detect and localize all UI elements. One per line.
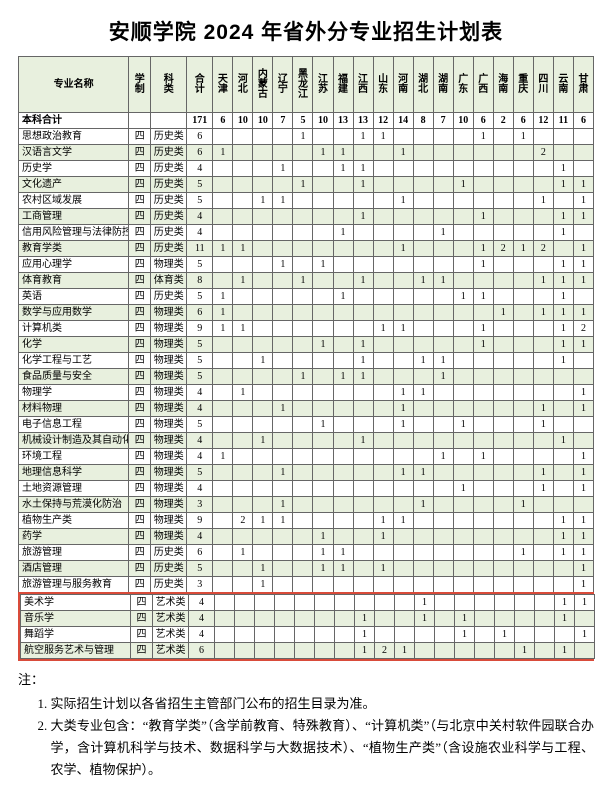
table-row: 体育教育四体育类811111111 xyxy=(19,273,594,289)
table-row: 应用心理学四物理类511111 xyxy=(19,257,594,273)
table-row: 本科合计17161010751013131214871062612116 xyxy=(19,113,594,129)
table-row: 物理学四物理类41111 xyxy=(19,385,594,401)
table-row: 酒店管理四历史类511111 xyxy=(19,561,594,577)
col-province: 海南 xyxy=(493,57,513,113)
table-row: 机械设计制造及其自动化四物理类4111 xyxy=(19,433,594,449)
col-province: 黑龙江 xyxy=(293,57,313,113)
table-row: 音乐学四艺术类41111 xyxy=(21,611,595,627)
table-row: 计算机类四物理类91111112 xyxy=(19,321,594,337)
table-row: 水土保持与荒漠化防治四物理类3111 xyxy=(19,497,594,513)
table-row: 信用风险管理与法律防控四历史类4111 xyxy=(19,225,594,241)
col-province: 广东 xyxy=(453,57,473,113)
table-row: 环境工程四物理类41111 xyxy=(19,449,594,465)
table-row: 旅游管理四历史类6111111 xyxy=(19,545,594,561)
col-province: 辽宁 xyxy=(273,57,293,113)
table-row: 电子信息工程四物理类51111 xyxy=(19,417,594,433)
col-category: 科类 xyxy=(151,57,187,113)
col-province: 福建 xyxy=(333,57,353,113)
col-major-name: 专业名称 xyxy=(19,57,129,113)
table-row: 材料物理四物理类41111 xyxy=(19,401,594,417)
col-province: 甘肃 xyxy=(573,57,593,113)
notes-item: 大类专业包含：“教育学类”（含学前教育、特殊教育）、“计算机类”（与北京中关村软… xyxy=(51,715,595,781)
table-row: 文化遗产四历史类511111 xyxy=(19,177,594,193)
col-province: 广西 xyxy=(473,57,493,113)
col-total: 合计 xyxy=(187,57,213,113)
notes-section: 注： 实际招生计划以各省招生主管部门公布的招生目录为准。大类专业包含：“教育学类… xyxy=(18,669,594,781)
highlighted-rows: 美术学四艺术类4111音乐学四艺术类41111舞蹈学四艺术类41111航空服务艺… xyxy=(18,592,594,661)
col-province: 内蒙古 xyxy=(253,57,273,113)
col-duration: 学制 xyxy=(129,57,151,113)
header-row: 专业名称 学制 科类 合计 天津河北内蒙古辽宁黑龙江江苏福建江西山东河南湖北湖南… xyxy=(19,57,594,113)
table-row: 航空服务艺术与管理四艺术类612111 xyxy=(21,643,595,659)
col-province: 江西 xyxy=(353,57,373,113)
table-row: 舞蹈学四艺术类41111 xyxy=(21,627,595,643)
col-province: 重庆 xyxy=(513,57,533,113)
col-province: 四川 xyxy=(533,57,553,113)
notes-item: 实际招生计划以各省招生主管部门公布的招生目录为准。 xyxy=(51,693,595,715)
table-row: 植物生产类四物理类92111111 xyxy=(19,513,594,529)
col-province: 江苏 xyxy=(313,57,333,113)
notes-header: 注： xyxy=(18,669,594,691)
col-province: 湖北 xyxy=(413,57,433,113)
table-row: 食品质量与安全四物理类51111 xyxy=(19,369,594,385)
page-title: 安顺学院 2024 年省外分专业招生计划表 xyxy=(18,16,594,46)
col-province: 山东 xyxy=(373,57,393,113)
table-row: 数学与应用数学四物理类611111 xyxy=(19,305,594,321)
col-province: 天津 xyxy=(213,57,233,113)
col-province: 河南 xyxy=(393,57,413,113)
table-row: 土地资源管理四物理类4111 xyxy=(19,481,594,497)
table-row: 美术学四艺术类4111 xyxy=(21,595,595,611)
col-province: 湖南 xyxy=(433,57,453,113)
enrollment-table-highlight: 美术学四艺术类4111音乐学四艺术类41111舞蹈学四艺术类41111航空服务艺… xyxy=(20,594,595,659)
col-province: 云南 xyxy=(553,57,573,113)
table-row: 汉语言文学四历史类611112 xyxy=(19,145,594,161)
table-row: 思想政治教育四历史类611111 xyxy=(19,129,594,145)
table-row: 化学四物理类511111 xyxy=(19,337,594,353)
col-province: 河北 xyxy=(233,57,253,113)
table-row: 地理信息科学四物理类511111 xyxy=(19,465,594,481)
table-row: 教育学类四历史类1111112121 xyxy=(19,241,594,257)
enrollment-table: 专业名称 学制 科类 合计 天津河北内蒙古辽宁黑龙江江苏福建江西山东河南湖北湖南… xyxy=(18,56,594,593)
table-row: 化学工程与工艺四物理类511111 xyxy=(19,353,594,369)
notes-list: 实际招生计划以各省招生主管部门公布的招生目录为准。大类专业包含：“教育学类”（含… xyxy=(18,693,594,781)
table-row: 工商管理四历史类41111 xyxy=(19,209,594,225)
table-row: 农村区域发展四历史类511111 xyxy=(19,193,594,209)
table-row: 英语四历史类511111 xyxy=(19,289,594,305)
table-row: 旅游管理与服务教育四历史类311 xyxy=(19,577,594,593)
table-row: 药学四物理类41111 xyxy=(19,529,594,545)
table-row: 历史学四历史类41111 xyxy=(19,161,594,177)
